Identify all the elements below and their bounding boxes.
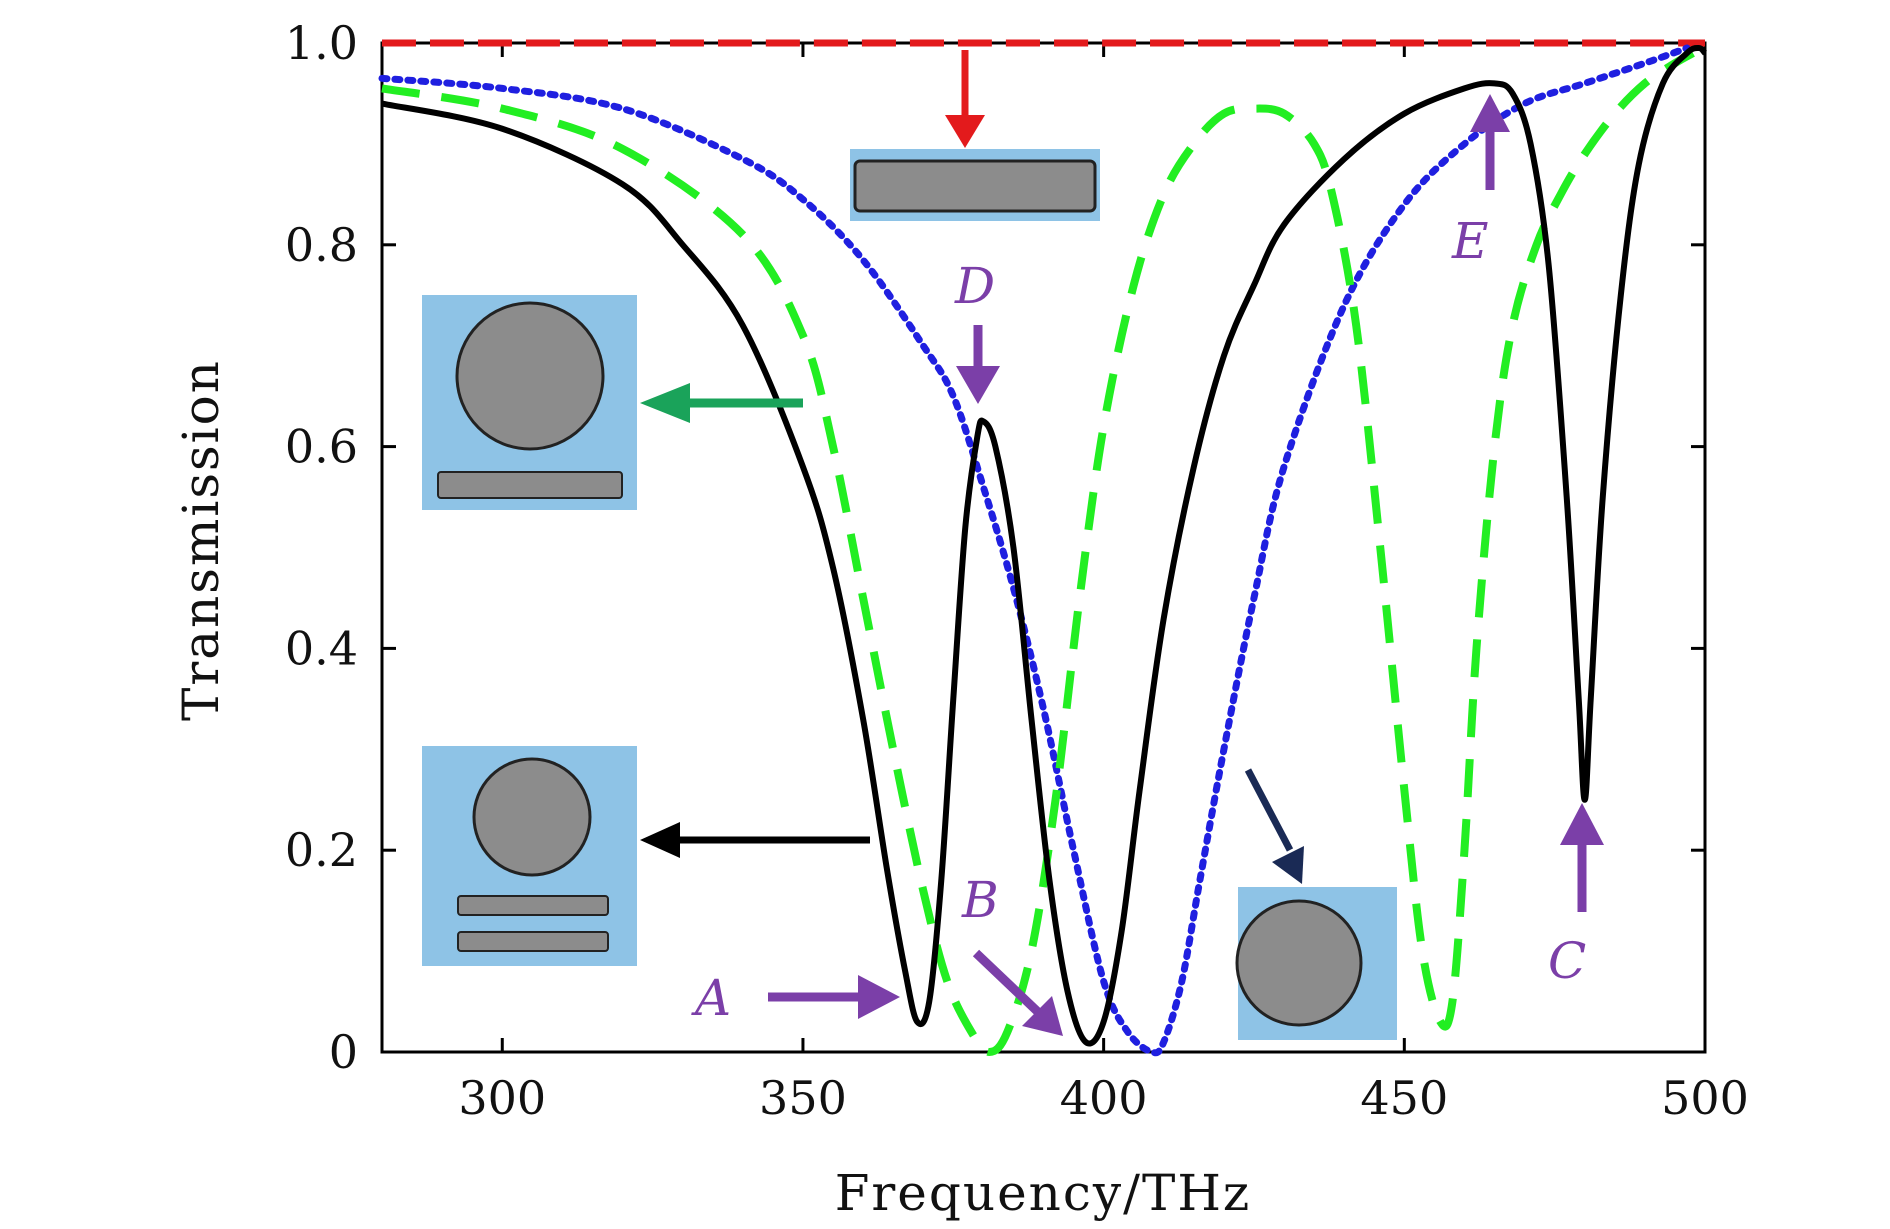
- marker-arrow-a: [768, 975, 900, 1019]
- y-tick-label: 0.4: [285, 621, 358, 675]
- series-line-green-dashed: [381, 49, 1695, 1056]
- marker-arrow-e: [1470, 94, 1510, 190]
- x-tick-label: 300: [458, 1071, 546, 1125]
- arrow-green-to-disk-bar-inset: [640, 383, 803, 423]
- series-line-black-solid: [381, 45, 1708, 1047]
- arrow-black-to-disk-two-bars-inset: [640, 822, 870, 858]
- marker-arrow-d: [956, 325, 1000, 404]
- inset-disk-and-two-bars: [422, 746, 637, 966]
- inset-disk-only: [1235, 887, 1397, 1040]
- x-tick-label: 500: [1661, 1071, 1749, 1125]
- x-tick-label: 450: [1360, 1071, 1448, 1125]
- series-line-blue-dotted: [378, 44, 1691, 1057]
- y-tick-label: 0.2: [285, 823, 358, 877]
- y-axis-label: Transmission: [172, 359, 230, 721]
- x-axis-label: Frequency/THz: [835, 1164, 1252, 1222]
- x-tick-label: 350: [759, 1071, 847, 1125]
- annotation-d: D: [954, 257, 995, 315]
- arrow-red-to-bar-inset: [945, 50, 985, 148]
- y-tick-label: 0.6: [285, 420, 358, 474]
- plot-frame: [380, 41, 1707, 1054]
- inset-disk-and-bar: [422, 295, 637, 510]
- annotation-c: C: [1548, 932, 1586, 990]
- marker-arrow-c: [1560, 803, 1604, 912]
- x-tick-labels: 300 350 400 450 500: [458, 1071, 1749, 1125]
- y-tick-label: 1.0: [285, 16, 358, 70]
- arrow-navy-to-disk-inset: [1244, 768, 1304, 884]
- y-tick-label: 0: [329, 1025, 358, 1079]
- marker-arrow-b: [972, 949, 1063, 1036]
- series-layer: [378, 39, 1708, 1057]
- y-tick-label: 0.8: [285, 218, 358, 272]
- annotation-e: E: [1451, 212, 1489, 270]
- y-tick-labels: 0 0.2 0.4 0.6 0.8 1.0: [285, 16, 358, 1079]
- x-tick-label: 400: [1060, 1071, 1148, 1125]
- annotation-a: A: [691, 969, 731, 1027]
- annotation-b: B: [961, 871, 999, 929]
- inset-single-bar: [850, 149, 1100, 221]
